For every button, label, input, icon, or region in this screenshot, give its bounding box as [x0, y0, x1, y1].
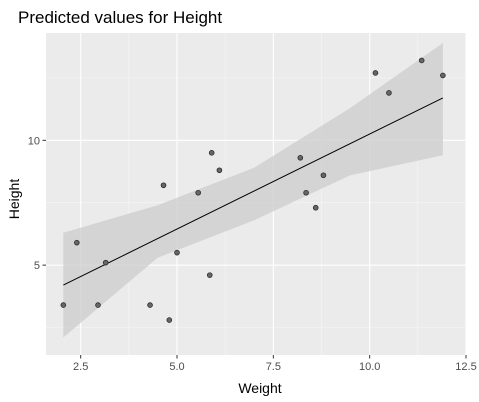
data-point	[166, 317, 173, 323]
chart-title: Predicted values for Height	[18, 8, 222, 27]
y-tick-label: 5	[34, 260, 40, 272]
x-tick-label: 2.5	[73, 361, 88, 373]
data-point	[297, 155, 304, 161]
data-point	[174, 249, 180, 256]
data-point	[320, 172, 327, 179]
data-point	[303, 189, 309, 196]
x-tick-label: 7.5	[266, 361, 281, 373]
data-point	[386, 90, 392, 96]
data-point	[160, 182, 167, 189]
data-point	[102, 259, 109, 266]
fit-line	[63, 97, 444, 286]
x-tick-label: 5.0	[169, 361, 184, 373]
data-point	[147, 302, 153, 308]
data-point	[195, 189, 202, 196]
confidence-band	[63, 43, 443, 338]
y-axis-title: Height	[6, 179, 22, 220]
data-point	[208, 150, 215, 156]
data-point	[60, 302, 67, 308]
data-point	[95, 302, 101, 308]
x-tick-label: 10.0	[359, 361, 380, 373]
x-axis-ticks: 2.5 5.0 7.5 10.0 12.5	[73, 355, 477, 373]
data-point	[216, 167, 223, 174]
data-point	[74, 239, 80, 246]
x-tick-label: 12.5	[455, 361, 476, 373]
data-point	[372, 70, 379, 76]
data-point	[206, 272, 213, 278]
y-axis-ticks: 5 10	[28, 135, 46, 272]
data-point	[418, 57, 425, 64]
data-points	[60, 57, 446, 323]
data-point	[312, 204, 319, 211]
data-point	[440, 72, 446, 79]
x-axis-title: Weight	[238, 380, 281, 396]
y-tick-label: 10	[28, 135, 40, 147]
